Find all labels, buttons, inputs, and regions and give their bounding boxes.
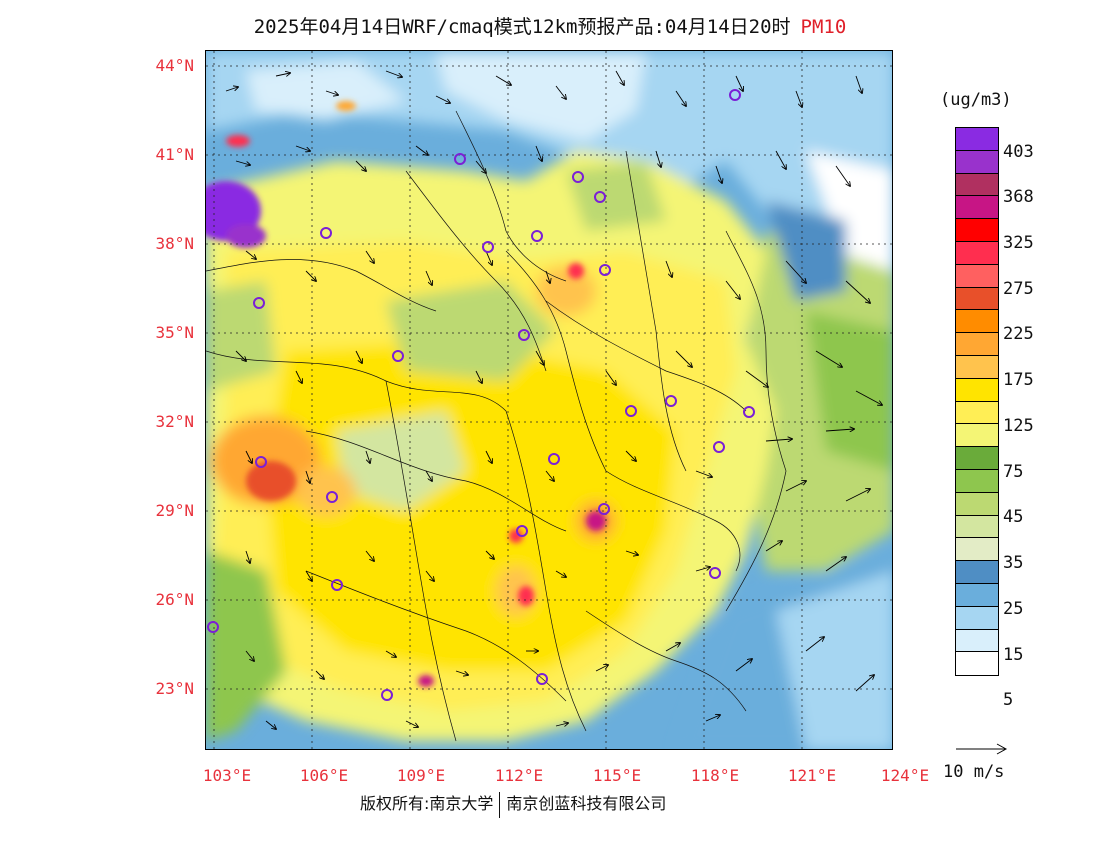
lon-label-112: 112°E: [494, 766, 544, 785]
legend-swatch: [956, 219, 998, 242]
legend-label-5: 5: [1003, 690, 1014, 710]
lat-label-29: 29°N: [155, 501, 194, 520]
lat-label-38: 38°N: [155, 234, 194, 253]
wind-reference-arrow: [956, 743, 1008, 755]
legend-swatch: [956, 652, 998, 676]
legend-swatch: [956, 196, 998, 220]
legend-swatch: [956, 492, 998, 516]
copyright-left: 版权所有:南京大学: [360, 794, 494, 813]
legend-swatch: [956, 310, 998, 334]
map-title: 2025年04月14日WRF/cmaq模式12km预报产品:04月14日20时 P…: [0, 12, 1100, 39]
lat-label-32: 32°N: [155, 412, 194, 431]
copyright-right: 南京创蓝科技有限公司: [506, 794, 667, 813]
map-svg: [206, 51, 892, 749]
legend-label-75: 75: [1003, 462, 1024, 482]
legend-swatch: [956, 173, 998, 197]
legend-swatch: [956, 333, 998, 356]
graticule: [206, 51, 892, 749]
legend-swatch: [956, 629, 998, 653]
lon-label-115: 115°E: [592, 766, 642, 785]
legend-label-45: 45: [1003, 507, 1024, 527]
legend-label-325: 325: [1003, 233, 1034, 253]
pollution-map: [205, 50, 893, 750]
lat-label-41: 41°N: [155, 145, 194, 164]
legend-swatch: [956, 378, 998, 402]
hotspots: [206, 101, 606, 687]
pollutant-label: PM10: [800, 16, 847, 38]
legend-label-175: 175: [1003, 370, 1034, 390]
legend-label-275: 275: [1003, 279, 1034, 299]
lon-label-109: 109°E: [396, 766, 446, 785]
city-markers: [207, 89, 755, 701]
legend-swatch: [956, 264, 998, 288]
lat-label-44: 44°N: [155, 56, 194, 75]
legend-swatch: [956, 150, 998, 174]
legend-swatch: [956, 287, 998, 311]
legend-label-125: 125: [1003, 416, 1034, 436]
lon-label-106: 106°E: [299, 766, 349, 785]
legend-swatch: [956, 515, 998, 539]
lon-label-124: 124°E: [880, 766, 930, 785]
lat-label-26: 26°N: [155, 590, 194, 609]
lon-label-121: 121°E: [787, 766, 837, 785]
legend-swatch: [956, 561, 998, 584]
lon-label-103: 103°E: [202, 766, 252, 785]
legend-units: (ug/m3): [940, 90, 1012, 110]
legend-swatch: [956, 401, 998, 425]
lon-label-118: 118°E: [690, 766, 740, 785]
legend-label-25: 25: [1003, 599, 1024, 619]
legend-swatch: [956, 355, 998, 379]
copyright: 版权所有:南京大学 南京创蓝科技有限公司: [360, 790, 666, 818]
wind-reference-label: 10 m/s: [943, 762, 1005, 782]
legend-swatch: [956, 583, 998, 607]
legend-label-403: 403: [1003, 142, 1034, 162]
legend-swatch: [956, 447, 998, 470]
lat-label-23: 23°N: [155, 679, 194, 698]
copyright-divider: [499, 791, 501, 818]
legend-swatch: [956, 606, 998, 630]
legend-label-35: 35: [1003, 553, 1024, 573]
legend-label-15: 15: [1003, 645, 1024, 665]
province-borders: [206, 110, 787, 742]
legend-swatch: [956, 469, 998, 493]
wind-vectors: [225, 70, 882, 729]
legend-label-368: 368: [1003, 187, 1034, 207]
lat-label-35: 35°N: [155, 323, 194, 342]
legend-swatch: [956, 424, 998, 448]
color-legend: [955, 127, 999, 677]
legend-swatch: [956, 538, 998, 562]
legend-swatch: [956, 241, 998, 265]
legend-swatch: [956, 128, 998, 151]
legend-label-225: 225: [1003, 324, 1034, 344]
title-text: 2025年04月14日WRF/cmaq模式12km预报产品:04月14日20时: [253, 16, 791, 38]
